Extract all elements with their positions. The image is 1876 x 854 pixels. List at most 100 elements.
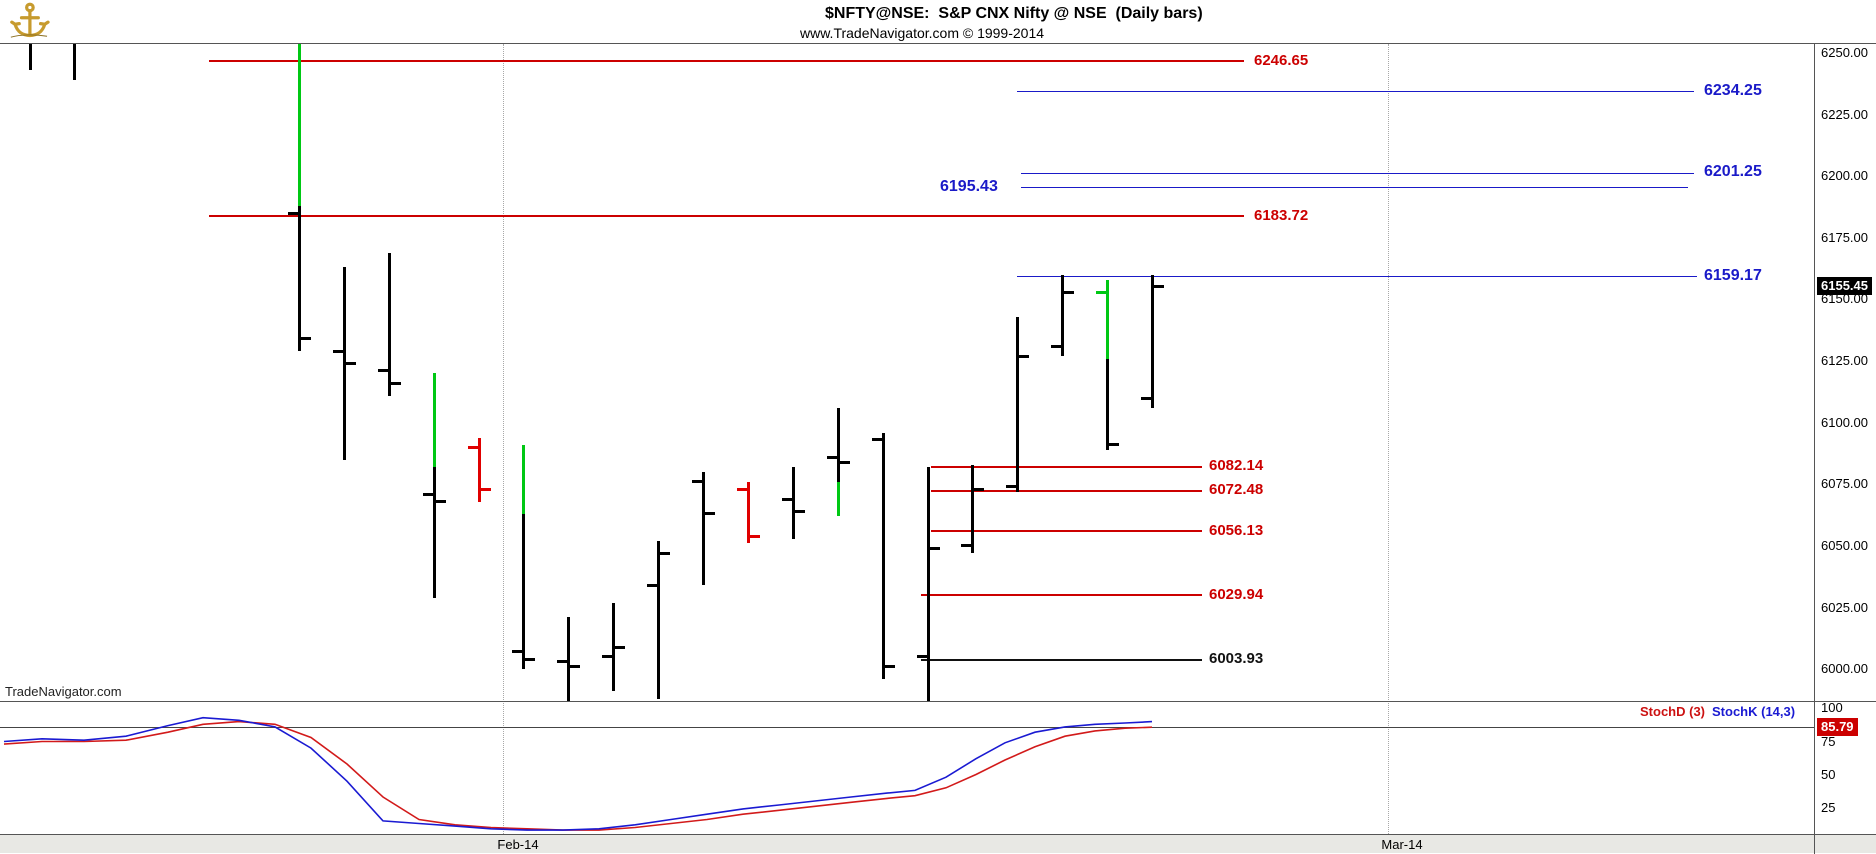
ohlc-bar-segment <box>73 44 77 80</box>
horizontal-level-line[interactable] <box>1021 186 1688 188</box>
close-tick <box>974 487 985 491</box>
ohlc-bar-segment <box>1106 358 1110 450</box>
price-tick-label: 6100.00 <box>1821 414 1868 430</box>
ohlc-bar-segment <box>971 464 975 554</box>
level-price-label[interactable]: 6201.25 <box>1704 163 1762 181</box>
close-tick <box>300 337 311 341</box>
stoch-bottom-border <box>0 834 1876 835</box>
level-price-label[interactable]: 6029.94 <box>1209 586 1264 604</box>
level-price-label[interactable]: 6159.17 <box>1704 266 1762 284</box>
horizontal-level-line[interactable] <box>209 215 1244 218</box>
open-tick <box>647 583 658 587</box>
level-price-label[interactable]: 6195.43 <box>940 177 998 195</box>
open-tick <box>557 660 568 664</box>
ohlc-bar-segment <box>1016 316 1020 492</box>
horizontal-level-line[interactable] <box>1017 91 1694 93</box>
ohlc-bar-segment <box>387 252 391 396</box>
close-tick <box>705 512 715 516</box>
level-price-label[interactable]: 6234.25 <box>1704 81 1762 99</box>
horizontal-level-line[interactable] <box>921 594 1202 597</box>
vertical-gridline <box>503 44 504 834</box>
ohlc-bar-segment <box>836 407 840 482</box>
open-tick <box>602 655 613 659</box>
price-chart-area[interactable]: 6246.65 6234.25 6201.25 6195.43 6183.72 6159.… <box>0 44 1814 701</box>
level-price-label[interactable]: 6003.93 <box>1209 650 1264 668</box>
open-tick <box>736 487 747 491</box>
horizontal-level-line[interactable] <box>931 529 1202 532</box>
stoch-tick-label: 75 <box>1821 733 1836 749</box>
open-tick <box>422 492 433 496</box>
level-price-label[interactable]: 6183.72 <box>1254 207 1309 224</box>
stoch-current-level-line <box>0 727 1814 729</box>
ohlc-bar-segment <box>297 205 301 352</box>
current-price-badge: 6155.45 <box>1817 277 1872 296</box>
ohlc-bar-segment <box>28 44 32 71</box>
panel-divider <box>0 701 1876 702</box>
date-label: Feb-14 <box>497 837 539 852</box>
stoch-tick-label: 50 <box>1821 766 1836 782</box>
stoch-k-line <box>3 716 1153 831</box>
level-price-label[interactable]: 6246.65 <box>1254 51 1309 69</box>
close-tick <box>615 645 626 649</box>
price-tick-label: 6250.00 <box>1821 44 1868 60</box>
ohlc-bar-segment <box>746 481 750 544</box>
price-tick-label: 6200.00 <box>1821 168 1868 184</box>
close-tick <box>480 487 491 491</box>
close-tick <box>570 665 581 669</box>
date-axis[interactable]: Feb-14 Mar-14 <box>0 835 1876 853</box>
price-tick-label: 6175.00 <box>1821 229 1868 245</box>
ohlc-bar-segment <box>567 617 571 701</box>
horizontal-level-line[interactable] <box>1021 172 1694 174</box>
price-tick-label: 6000.00 <box>1821 661 1868 677</box>
close-tick <box>1154 284 1164 288</box>
open-tick <box>1096 290 1107 294</box>
chart-subtitle: www.TradeNavigator.com © 1999-2014 <box>800 25 1045 41</box>
ohlc-bar-segment <box>432 467 436 598</box>
close-tick <box>435 500 446 504</box>
open-tick <box>512 650 523 654</box>
horizontal-level-line[interactable] <box>931 465 1202 468</box>
close-tick <box>1064 290 1075 294</box>
price-axis[interactable]: 6250.00 6225.00 6200.00 6175.00 6150.00 6125.… <box>1815 43 1876 854</box>
open-tick <box>692 480 702 484</box>
level-price-label[interactable]: 6056.13 <box>1209 521 1264 539</box>
ohlc-bar-segment <box>881 432 885 679</box>
open-tick <box>1141 396 1151 400</box>
price-tick-label: 6125.00 <box>1821 353 1868 369</box>
stoch-legend-k[interactable]: StochK (14,3) <box>1712 704 1796 719</box>
stoch-legend-d[interactable]: StochD (3) <box>1640 704 1705 719</box>
horizontal-level-line[interactable] <box>209 60 1244 63</box>
level-price-label[interactable]: 6082.14 <box>1209 457 1264 475</box>
close-tick <box>345 362 356 365</box>
ohlc-bar-segment <box>297 44 301 206</box>
open-tick <box>826 455 837 459</box>
axis-separator <box>1814 43 1815 854</box>
open-tick <box>961 544 972 548</box>
open-tick <box>377 369 388 373</box>
close-tick <box>884 665 895 669</box>
ohlc-bar-segment <box>342 267 346 460</box>
stoch-value-badge: 85.79 <box>1817 718 1858 737</box>
stochastic-panel[interactable]: StochD (3) StochK (14,3) <box>0 702 1814 834</box>
chart-title: $NFTY@NSE: S&P CNX Nifty @ NSE (Daily ba… <box>825 5 1203 22</box>
ohlc-bar-segment <box>432 373 436 468</box>
close-tick <box>749 534 760 538</box>
ohlc-bar-segment <box>1151 274 1154 408</box>
stoch-tick-label: 100 <box>1821 700 1843 716</box>
ohlc-bar-segment <box>702 472 705 586</box>
horizontal-level-line[interactable] <box>921 658 1202 661</box>
ohlc-bar-segment <box>657 541 661 699</box>
open-tick <box>1006 485 1017 489</box>
close-tick <box>839 460 850 464</box>
horizontal-level-line[interactable] <box>1017 276 1697 278</box>
stoch-tick-label: 25 <box>1821 799 1836 815</box>
close-tick <box>660 551 671 555</box>
ohlc-bar-segment <box>522 444 526 514</box>
price-tick-label: 6075.00 <box>1821 476 1868 492</box>
open-tick <box>871 438 882 442</box>
horizontal-level-line[interactable] <box>931 489 1202 492</box>
level-price-label[interactable]: 6072.48 <box>1209 481 1264 499</box>
ohlc-bar-segment <box>1106 279 1110 359</box>
close-tick <box>1109 443 1120 447</box>
stochastic-lines <box>3 716 1153 831</box>
